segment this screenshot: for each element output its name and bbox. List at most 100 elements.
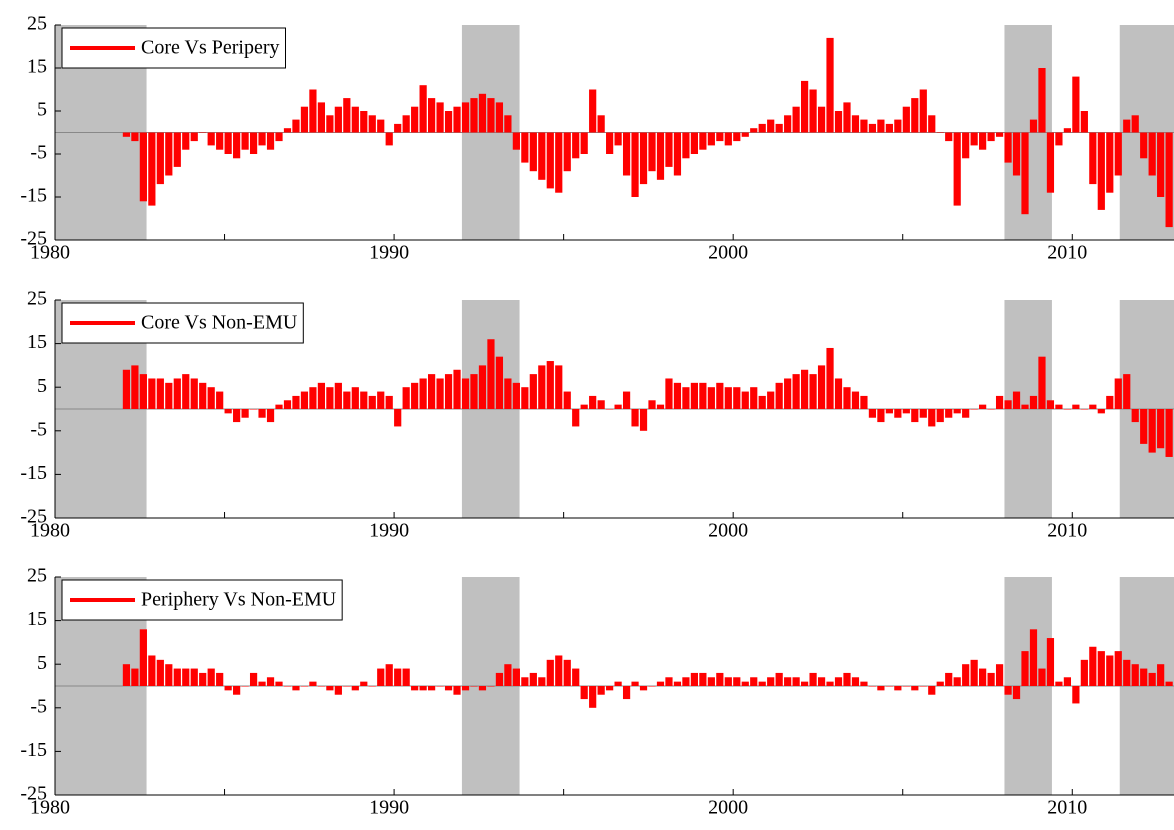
bar — [834, 378, 843, 409]
bar — [1148, 672, 1156, 686]
bar — [139, 629, 147, 686]
bar — [546, 361, 554, 409]
bar — [648, 400, 656, 409]
x-tick-label: 1980 — [30, 242, 70, 264]
legend: Core Vs Non-EMU — [61, 302, 304, 344]
bar — [156, 659, 164, 686]
bar — [1157, 132, 1165, 197]
bar — [868, 123, 877, 133]
bar — [360, 391, 368, 409]
bar — [648, 686, 656, 687]
bar — [1123, 659, 1131, 686]
bar — [758, 681, 766, 686]
bar — [555, 655, 563, 686]
bar — [199, 672, 207, 686]
bar — [945, 672, 953, 686]
bar — [317, 382, 326, 409]
legend-label: Periphery Vs Non-EMU — [141, 589, 337, 611]
bar — [241, 132, 249, 150]
bar — [521, 132, 529, 163]
bar — [775, 382, 783, 409]
bar — [1165, 681, 1173, 686]
bar — [902, 409, 910, 414]
bar — [249, 672, 258, 686]
bar — [173, 378, 181, 409]
bar — [868, 686, 877, 687]
bar — [148, 378, 156, 409]
bar — [987, 409, 995, 410]
bar — [953, 409, 961, 414]
bar — [1114, 378, 1122, 409]
bar — [1080, 111, 1088, 133]
bar — [1046, 638, 1055, 686]
bar — [707, 387, 715, 409]
bar — [1021, 132, 1029, 215]
bar — [487, 98, 495, 133]
bar — [995, 132, 1004, 137]
bar — [690, 672, 699, 686]
bar — [860, 681, 868, 686]
bar — [504, 664, 512, 686]
bar — [572, 132, 580, 159]
bar — [580, 132, 588, 154]
bar — [555, 365, 563, 409]
bar — [444, 374, 453, 409]
bar — [385, 132, 393, 146]
bar — [843, 102, 851, 133]
bar — [461, 686, 470, 691]
y-tick-label: 25 — [27, 13, 47, 35]
bar — [292, 119, 300, 133]
bar — [911, 98, 919, 133]
bar — [665, 132, 673, 167]
bar — [851, 391, 860, 409]
bar — [894, 686, 902, 691]
bar — [1080, 409, 1088, 410]
bar — [173, 132, 181, 167]
legend: Periphery Vs Non-EMU — [61, 579, 343, 621]
bar — [614, 681, 622, 686]
bar — [682, 677, 690, 686]
bar — [317, 102, 326, 133]
bar — [190, 668, 198, 686]
y-tick-label: 15 — [27, 608, 47, 630]
y-tick-label: -5 — [30, 142, 47, 164]
bar — [283, 128, 292, 133]
bar — [436, 102, 444, 133]
bar — [300, 106, 309, 133]
bar — [309, 387, 317, 409]
bar — [368, 115, 376, 133]
bar — [156, 132, 164, 185]
bar — [512, 132, 520, 150]
bar — [538, 365, 546, 409]
bar — [606, 132, 614, 154]
bar — [1165, 132, 1173, 228]
y-tick-label: -5 — [30, 418, 47, 440]
bar — [606, 409, 614, 410]
bar — [512, 382, 520, 409]
bar — [970, 659, 978, 686]
bar — [216, 672, 224, 686]
bar — [631, 132, 639, 197]
bar — [622, 686, 631, 700]
y-tick-label: -15 — [20, 185, 47, 207]
bar — [529, 132, 537, 172]
bar — [707, 132, 715, 146]
bar — [216, 132, 224, 150]
bar — [750, 387, 758, 409]
bar — [428, 98, 436, 133]
bar — [826, 37, 834, 133]
bar — [826, 681, 834, 686]
bar — [919, 89, 927, 133]
y-tick-label: 5 — [37, 99, 47, 121]
bar — [995, 664, 1004, 686]
bar — [453, 106, 461, 133]
bar — [792, 677, 800, 686]
bar — [801, 369, 809, 409]
y-tick-label: 25 — [27, 288, 47, 310]
bar — [224, 132, 232, 154]
bar — [1157, 664, 1165, 686]
bar — [266, 132, 275, 150]
bar — [360, 111, 368, 133]
bar — [343, 686, 351, 687]
